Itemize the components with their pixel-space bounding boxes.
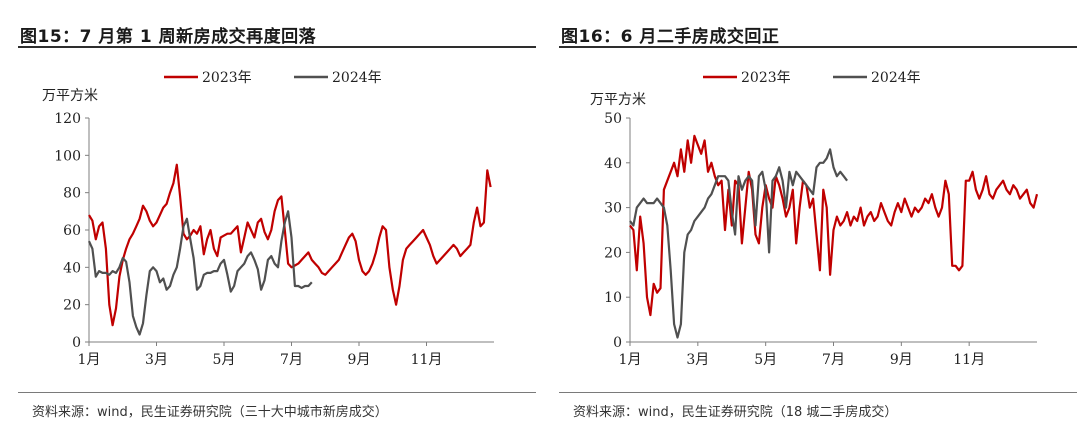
y-tick-label: 0 <box>613 335 622 351</box>
chart-second-hand-sales: 万平方米 0 10 20 30 40 50 1月 3月 5月 7月 9月 11月 2023年 2024年 <box>590 70 1039 368</box>
y-tick-label: 100 <box>54 148 81 164</box>
y-tick-label: 80 <box>63 186 81 202</box>
y-tick-label: 20 <box>604 245 622 261</box>
source-rule <box>559 392 1077 393</box>
x-tick-label: 3月 <box>145 352 168 368</box>
panel-figure-15: 图15：7 月第 1 周新房成交再度回落 万平方米 0 20 40 60 80 100 120… <box>14 0 542 433</box>
title-rule <box>18 46 536 48</box>
legend-label-s2024: 2024年 <box>332 70 382 86</box>
series-line-s2024 <box>87 210 313 336</box>
y-tick-label: 40 <box>604 156 622 172</box>
chart-new-home-sales: 万平方米 0 20 40 60 80 100 120 1月 3月 5月 7月 9月 11月 2023年 202… <box>42 70 494 368</box>
panel-figure-16: 图16：6 月二手房成交回正 万平方米 0 10 20 30 40 50 1月 3月 5月 7月 9月… <box>555 0 1080 433</box>
y-tick-label: 50 <box>604 111 622 127</box>
x-tick-label: 5月 <box>754 352 777 368</box>
series-line-s2024 <box>629 148 848 339</box>
legend-label-s2024: 2024年 <box>871 70 921 86</box>
series-line-s2023 <box>629 134 1039 317</box>
x-tick-label: 1月 <box>619 352 642 368</box>
x-tick-label: 3月 <box>686 352 709 368</box>
title-rule <box>559 46 1077 48</box>
source-note: 资料来源：wind，民生证券研究院（18 城二手房成交） <box>573 405 898 420</box>
y-unit-label: 万平方米 <box>42 88 98 104</box>
x-tick-label: 7月 <box>822 352 845 368</box>
x-tick-label: 9月 <box>890 352 913 368</box>
source-note: 资料来源：wind，民生证券研究院（三十大中城市新房成交） <box>32 405 388 420</box>
x-tick-label: 5月 <box>213 352 236 368</box>
x-tick-label: 11月 <box>411 352 443 368</box>
y-tick-label: 30 <box>604 201 622 217</box>
figure-title: 图16：6 月二手房成交回正 <box>561 27 780 47</box>
series-line-s2023 <box>88 163 492 327</box>
figure-title: 图15：7 月第 1 周新房成交再度回落 <box>20 27 317 47</box>
y-tick-label: 120 <box>54 111 81 127</box>
y-tick-label: 40 <box>63 260 81 276</box>
y-unit-label: 万平方米 <box>590 92 646 108</box>
x-tick-label: 7月 <box>280 352 303 368</box>
y-tick-label: 10 <box>604 290 622 306</box>
x-tick-label: 9月 <box>348 352 371 368</box>
x-tick-label: 1月 <box>78 352 101 368</box>
x-tick-label: 11月 <box>953 352 985 368</box>
legend-label-s2023: 2023年 <box>741 70 791 86</box>
y-tick-label: 0 <box>72 335 81 351</box>
y-tick-label: 60 <box>63 223 81 239</box>
source-rule <box>18 392 536 393</box>
legend-label-s2023: 2023年 <box>202 70 252 86</box>
y-tick-label: 20 <box>63 298 81 314</box>
